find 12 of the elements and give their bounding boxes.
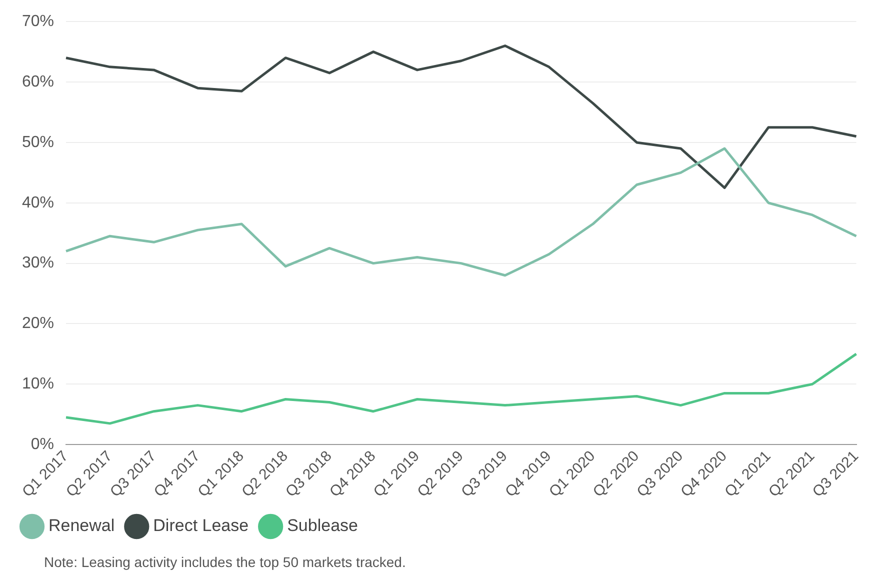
y-tick-label: 10% — [22, 376, 54, 393]
text: Note: Leasing activity includes the top 50 markets tracked. — [44, 554, 406, 570]
y-tick-label: 70% — [22, 13, 54, 30]
legend-label: Direct Lease — [153, 516, 249, 536]
y-tick-label: 0% — [30, 436, 54, 453]
y-tick-label: 30% — [22, 254, 54, 272]
y-tick-label: 50% — [22, 134, 54, 151]
legend-label: Sublease — [287, 516, 358, 536]
y-tick-label: 60% — [22, 73, 54, 90]
y-tick-label: 20% — [22, 315, 54, 332]
legend-label: Renewal — [48, 516, 115, 536]
y-tick-label: 40% — [22, 194, 54, 212]
